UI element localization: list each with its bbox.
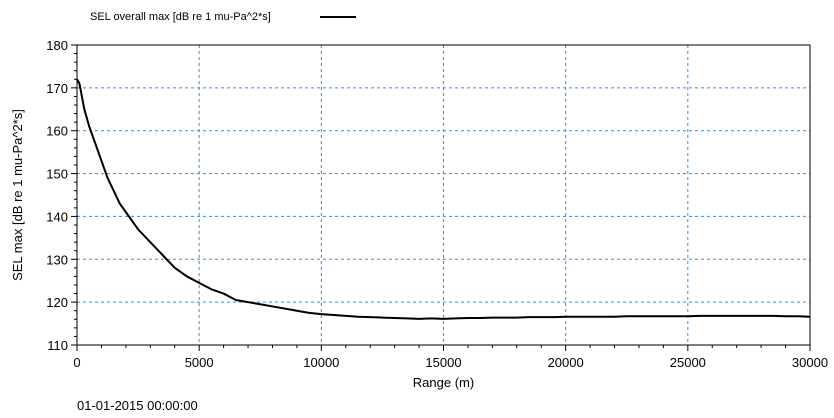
x-tick-label: 30000: [792, 355, 828, 370]
axis-ticks: [71, 44, 811, 351]
x-tick-label: 15000: [425, 355, 461, 370]
x-tick-label: 5000: [185, 355, 214, 370]
legend-label: SEL overall max [dB re 1 mu-Pa^2*s]: [90, 11, 271, 23]
y-tick-label: 160: [46, 124, 68, 139]
y-tick-label: 180: [46, 38, 68, 53]
timestamp-label: 01-01-2015 00:00:00: [77, 398, 198, 413]
y-tick-label: 130: [46, 252, 68, 267]
y-tick-label: 140: [46, 209, 68, 224]
x-tick-label: 25000: [670, 355, 706, 370]
y-tick-label: 170: [46, 81, 68, 96]
legend: SEL overall max [dB re 1 mu-Pa^2*s]: [90, 11, 356, 23]
y-axis-label: SEL max [dB re 1 mu-Pa^2*s]: [10, 109, 25, 281]
x-axis-label: Range (m): [413, 375, 474, 390]
y-tick-label: 110: [47, 338, 68, 353]
series-line: [76, 78, 811, 320]
tick-labels: 110 120 130 140 150 160 170 180 0 5000 10000 15000 2…: [46, 38, 828, 370]
grid: [77, 45, 810, 345]
x-tick-label: 10000: [303, 355, 339, 370]
y-tick-label: 150: [46, 167, 68, 182]
x-tick-label: 20000: [548, 355, 584, 370]
y-tick-label: 120: [46, 295, 68, 310]
x-tick-label: 0: [73, 355, 80, 370]
